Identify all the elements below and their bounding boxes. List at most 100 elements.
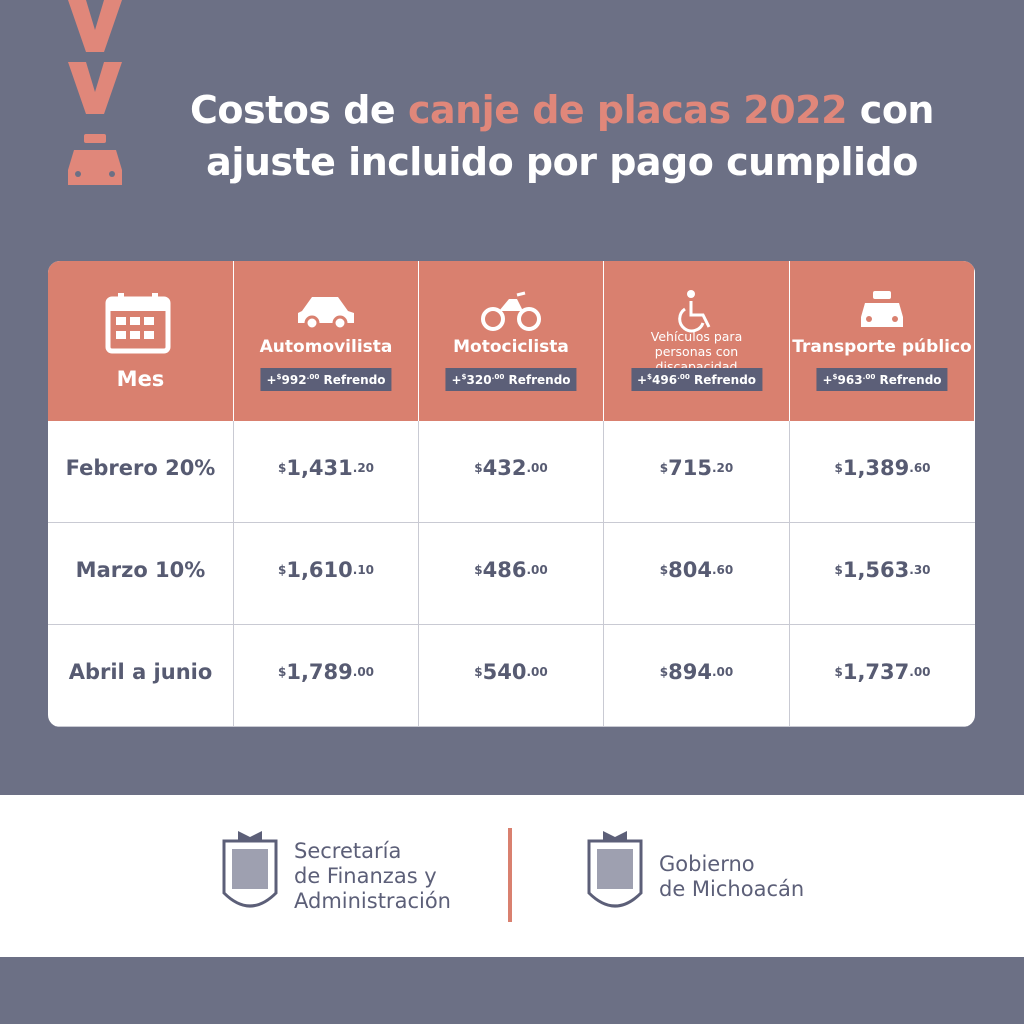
- fee-currency: $: [461, 372, 467, 381]
- price-cents: .10: [352, 562, 375, 577]
- price-amount: 894: [668, 659, 712, 684]
- price-currency: $: [659, 460, 669, 475]
- emblem: [222, 831, 278, 908]
- price-amount: 715: [668, 455, 712, 480]
- header-cell: Motociclista +$320.00 Refrendo: [419, 261, 604, 421]
- org-line: de Finanzas y: [294, 864, 437, 888]
- price-cell: $540.00: [419, 625, 604, 727]
- price-cents: .20: [352, 460, 375, 475]
- price-amount: 432: [482, 455, 527, 480]
- price-cents: .00: [526, 562, 548, 577]
- header-cell: Mes: [48, 261, 234, 421]
- price-amount: 540: [482, 659, 527, 684]
- fee-currency: $: [647, 372, 653, 381]
- column-name: Motociclista: [453, 337, 569, 357]
- icon: [234, 289, 418, 333]
- price-currency: $: [474, 664, 483, 679]
- price-amount: 1,389: [842, 455, 910, 480]
- footer: Secretaría de Finanzas y Administración …: [0, 795, 1024, 957]
- fee-badge: +$320.00 Refrendo: [445, 368, 577, 391]
- price-cents: .00: [711, 664, 734, 679]
- org-line: Gobierno: [659, 852, 755, 876]
- title-end: con: [859, 88, 935, 132]
- fee-amount: 320: [466, 373, 492, 387]
- price-currency: $: [277, 664, 287, 679]
- month-cell: Abril a junio: [48, 625, 234, 727]
- fee-label: Refrendo: [879, 373, 942, 387]
- price-amount: 486: [482, 557, 527, 582]
- price-cell: $1,563.30: [790, 523, 975, 625]
- fee-label: Refrendo: [323, 373, 386, 387]
- price-cell: $1,389.60: [790, 421, 975, 523]
- month-cell: Febrero 20%: [48, 421, 234, 523]
- org-line: Administración: [294, 889, 451, 913]
- icon: [419, 289, 603, 337]
- fee-amount: 992: [281, 373, 307, 387]
- fee-currency: $: [276, 372, 282, 381]
- price-amount: 1,431: [286, 455, 353, 480]
- price-currency: $: [834, 664, 843, 679]
- price-cell: $1,789.00: [234, 625, 419, 727]
- fee-cents: .00: [491, 372, 505, 381]
- price-currency: $: [834, 562, 843, 577]
- price-currency: $: [659, 562, 669, 577]
- fee-prefix: +: [636, 373, 648, 387]
- fee-label: Refrendo: [694, 373, 757, 387]
- fee-prefix: +: [822, 373, 833, 387]
- icon: [790, 289, 974, 333]
- decoration: [68, 0, 122, 185]
- right-org: Gobierno de Michoacán: [659, 852, 804, 902]
- price-cell: $432.00: [419, 421, 604, 523]
- price-cell: $1,610.10: [234, 523, 419, 625]
- column-name: Automovilista: [259, 337, 393, 357]
- price-cell: $1,737.00: [790, 625, 975, 727]
- price-cents: .60: [909, 460, 931, 475]
- price-cents: .00: [909, 664, 931, 679]
- month-cell: Marzo 10%: [48, 523, 234, 625]
- title: Costos de canje de placas 2022 con ajust…: [0, 84, 1024, 188]
- org-line: Secretaría: [294, 839, 402, 863]
- price-cents: .00: [352, 664, 375, 679]
- price-currency: $: [659, 664, 669, 679]
- header-cell: Transporte público +$963.00 Refrendo: [790, 261, 975, 421]
- price-cents: .00: [526, 460, 548, 475]
- price-currency: $: [474, 562, 483, 577]
- price-currency: $: [834, 460, 843, 475]
- price-cell: $486.00: [419, 523, 604, 625]
- price-currency: $: [277, 460, 287, 475]
- price-amount: 804: [668, 557, 712, 582]
- price-cents: .00: [526, 664, 548, 679]
- column-name: Transporte público: [792, 337, 972, 357]
- fee-badge: +$992.00 Refrendo: [260, 368, 392, 391]
- fee-amount: 496: [652, 373, 678, 387]
- month-label: Abril a junio: [68, 659, 213, 684]
- title-highlight: canje de placas 2022: [407, 88, 848, 132]
- fee-cents: .00: [306, 372, 320, 381]
- price-amount: 1,789: [286, 659, 353, 684]
- divider: [508, 828, 512, 922]
- header-cell: Automovilista +$992.00 Refrendo: [234, 261, 419, 421]
- fee-cents: .00: [677, 372, 690, 381]
- month-label: Marzo 10%: [75, 557, 206, 582]
- price-table: Mes Automovilista +$992.00 Refrendo Motocic…: [48, 261, 975, 727]
- month-label: Febrero 20%: [65, 455, 216, 480]
- price-cents: .20: [711, 460, 734, 475]
- price-cents: .30: [909, 562, 931, 577]
- header-cell: Vehículos para personas con discapacidad…: [604, 261, 790, 421]
- fee-cents: .00: [862, 372, 876, 381]
- price-currency: $: [474, 460, 483, 475]
- fee-prefix: +: [266, 373, 277, 387]
- emblem: [587, 831, 643, 908]
- price-cell: $715.20: [604, 421, 790, 523]
- price-cents: .60: [711, 562, 734, 577]
- fee-currency: $: [832, 372, 838, 381]
- title-start: Costos de: [190, 88, 396, 132]
- price-cell: $894.00: [604, 625, 790, 727]
- fee-amount: 963: [837, 373, 863, 387]
- price-amount: 1,610: [286, 557, 353, 582]
- month-header: Mes: [116, 367, 165, 391]
- left-org: Secretaría de Finanzas y Administración: [294, 839, 451, 914]
- fee-prefix: +: [451, 373, 462, 387]
- icon: [604, 289, 789, 337]
